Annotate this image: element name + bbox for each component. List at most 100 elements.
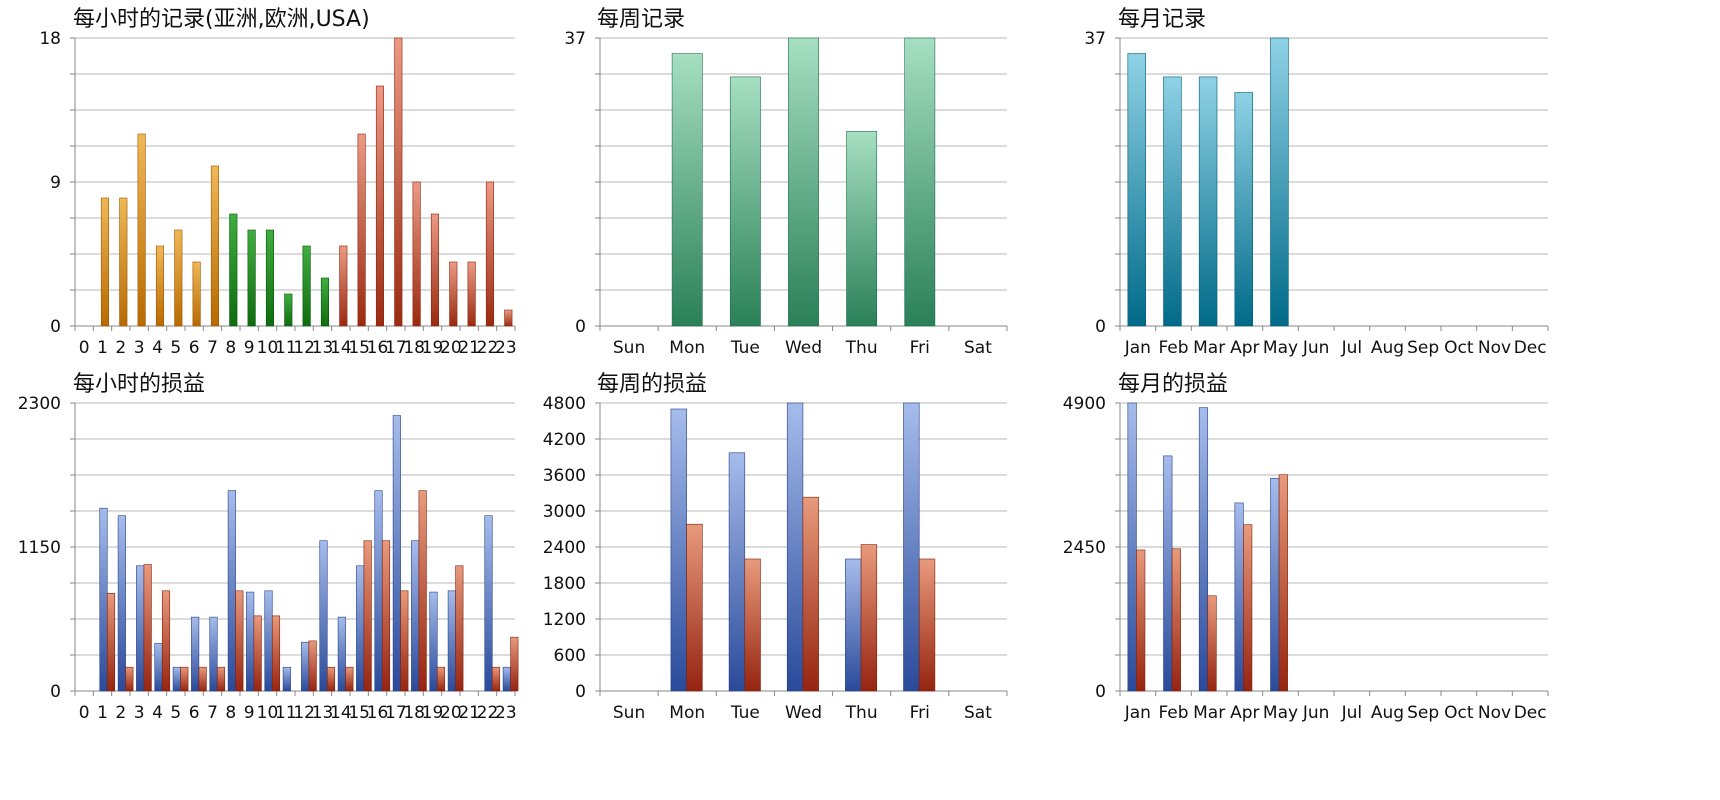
bar xyxy=(455,565,464,692)
chart-title: 每月的损益 xyxy=(1118,372,1228,397)
x-tick-label: 15 xyxy=(348,703,370,723)
y-tick-label: 0 xyxy=(1095,317,1106,337)
y-tick-label: 0 xyxy=(1095,682,1106,702)
x-tick-label: 11 xyxy=(275,703,297,723)
chart-title: 每小时的损益 xyxy=(73,372,205,397)
bar xyxy=(247,229,256,327)
bar xyxy=(264,590,273,692)
bar xyxy=(394,37,403,327)
bar xyxy=(1127,402,1137,692)
bar xyxy=(301,641,310,692)
y-tick-label: 3000 xyxy=(543,502,586,522)
y-tick-label: 9 xyxy=(50,173,61,193)
bar xyxy=(430,213,440,327)
bar xyxy=(284,293,293,327)
bar xyxy=(282,666,291,692)
y-tick-label: 2450 xyxy=(1063,538,1106,558)
x-tick-label: Sep xyxy=(1407,338,1439,358)
bar xyxy=(1127,53,1146,327)
bar xyxy=(671,53,703,327)
x-tick-label: 2 xyxy=(115,703,126,723)
x-tick-label: Feb xyxy=(1158,338,1188,358)
y-tick-label: 4200 xyxy=(543,430,586,450)
chart-6: 每月的损益 0 2450 4900 Jan Feb Mar Apr May Jun Jul Aug Se… xyxy=(1063,372,1549,723)
y-tick-label: 37 xyxy=(1084,29,1106,49)
bar xyxy=(339,245,348,327)
x-tick-label: Mar xyxy=(1193,703,1225,723)
bar xyxy=(198,666,207,692)
x-tick-label: 17 xyxy=(385,703,407,723)
bar xyxy=(400,590,409,692)
chart-3: 每月记录 0 37 Jan Feb Mar Apr May Jun Jul Aug Sep Oct Nov… xyxy=(1084,7,1549,358)
x-tick-label: 4 xyxy=(152,338,163,358)
chart-title: 每周的损益 xyxy=(597,372,707,397)
bar xyxy=(786,402,804,692)
x-tick-label: 10 xyxy=(257,338,279,358)
x-tick-label: 1 xyxy=(97,703,108,723)
bar xyxy=(467,261,476,327)
bar xyxy=(216,666,226,692)
bar xyxy=(412,181,421,327)
bar xyxy=(728,452,746,692)
x-tick-label: Jan xyxy=(1124,703,1151,723)
x-tick-label: Sep xyxy=(1407,703,1439,723)
y-tick-label: 0 xyxy=(575,317,586,337)
bar xyxy=(265,229,275,327)
x-tick-label: Sun xyxy=(613,703,645,723)
x-tick-label: Thu xyxy=(845,338,878,358)
x-tick-label: Wed xyxy=(785,703,822,723)
x-tick-label: Jul xyxy=(1341,703,1363,723)
bar xyxy=(356,565,365,692)
bar xyxy=(191,616,200,692)
bar xyxy=(744,558,761,692)
bar xyxy=(246,591,255,692)
bar xyxy=(106,593,116,692)
bar xyxy=(860,544,878,692)
bar xyxy=(99,507,108,692)
bar xyxy=(357,133,366,327)
x-tick-label: May xyxy=(1263,338,1298,358)
x-tick-label: 18 xyxy=(403,338,425,358)
bar xyxy=(1163,455,1173,692)
x-tick-label: 4 xyxy=(152,703,163,723)
x-tick-label: Feb xyxy=(1158,703,1188,723)
bar xyxy=(302,245,311,327)
bar xyxy=(137,133,146,327)
x-tick-label: Mon xyxy=(669,338,705,358)
bar xyxy=(670,408,687,692)
bar xyxy=(172,666,181,692)
bar xyxy=(846,131,878,327)
x-tick-label: 16 xyxy=(367,338,389,358)
bar xyxy=(1278,474,1288,692)
bar xyxy=(337,616,346,692)
x-tick-label: 17 xyxy=(385,338,407,358)
bar xyxy=(326,666,336,692)
x-tick-label: Jun xyxy=(1302,338,1330,358)
bar xyxy=(100,197,110,327)
x-tick-label: 21 xyxy=(458,703,480,723)
bar xyxy=(192,261,201,327)
bar xyxy=(429,591,438,692)
y-tick-label: 0 xyxy=(575,682,586,702)
bar xyxy=(345,666,354,692)
bar xyxy=(504,309,513,327)
bar xyxy=(375,85,385,327)
x-tick-label: 6 xyxy=(189,703,200,723)
bar xyxy=(136,565,145,692)
bar xyxy=(510,636,519,692)
chart-title: 每小时的记录(亚洲,欧洲,USA) xyxy=(73,7,370,32)
bar xyxy=(363,540,372,692)
x-tick-label: 14 xyxy=(330,703,352,723)
x-tick-label: 11 xyxy=(275,338,297,358)
x-tick-label: 8 xyxy=(225,703,236,723)
x-tick-label: Dec xyxy=(1514,703,1547,723)
bar xyxy=(1270,477,1280,692)
bar xyxy=(411,540,420,692)
y-tick-label: 1150 xyxy=(18,538,61,558)
bar xyxy=(418,490,427,692)
y-tick-label: 1200 xyxy=(543,610,586,630)
x-tick-label: Nov xyxy=(1478,338,1511,358)
x-tick-label: Dec xyxy=(1514,338,1547,358)
